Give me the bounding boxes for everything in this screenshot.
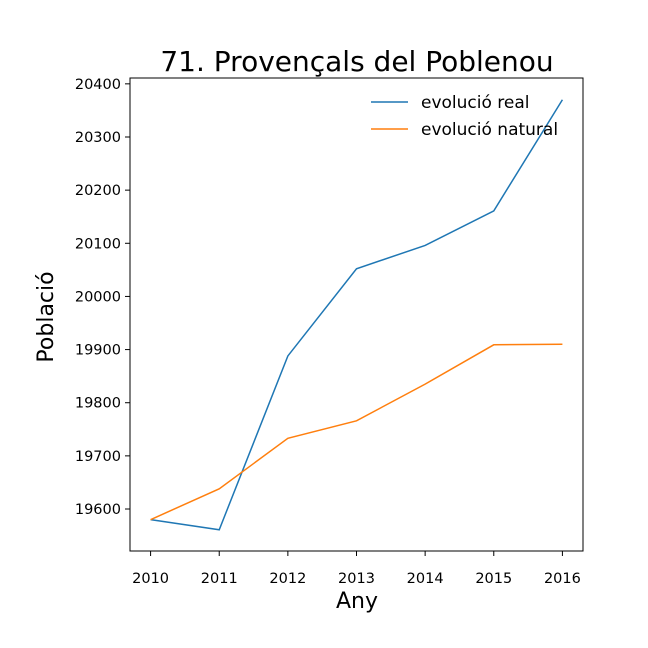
y-tick-label: 19800 bbox=[75, 396, 121, 412]
y-tick-label: 20300 bbox=[75, 130, 121, 146]
x-tick-label: 2014 bbox=[407, 571, 444, 587]
series-lines bbox=[150, 99, 564, 531]
x-tick-label: 2015 bbox=[475, 571, 512, 587]
axis-ticks: 2010 2011 2012 2013 2014 2015 2016 19600 19700 19… bbox=[75, 77, 581, 587]
y-tick-label: 20200 bbox=[75, 183, 121, 199]
plot-frame bbox=[129, 77, 584, 552]
y-tick-label: 20000 bbox=[75, 289, 121, 305]
x-tick-label: 2013 bbox=[338, 571, 375, 587]
series-line-1 bbox=[150, 343, 563, 521]
y-tick-label: 19600 bbox=[75, 502, 121, 518]
chart-title: 71. Provençals del Poblenou bbox=[160, 45, 553, 78]
y-tick-label: 20400 bbox=[75, 77, 121, 93]
plot-area bbox=[129, 77, 584, 552]
x-tick-label: 2011 bbox=[201, 571, 238, 587]
legend-label-0: evolució real bbox=[421, 93, 530, 113]
legend: evolució real evolució natural bbox=[371, 93, 558, 140]
legend-label-1: evolució natural bbox=[421, 120, 558, 140]
series-line-0 bbox=[150, 99, 564, 531]
y-tick-label: 20100 bbox=[75, 236, 121, 252]
x-tick-label: 2016 bbox=[544, 571, 581, 587]
y-tick-label: 19700 bbox=[75, 449, 121, 465]
y-tick-label: 19900 bbox=[75, 343, 121, 359]
x-tick-label: 2012 bbox=[269, 571, 306, 587]
x-tick-label: 2010 bbox=[132, 571, 169, 587]
x-axis-label: Any bbox=[336, 589, 378, 614]
y-axis-label: Població bbox=[34, 271, 59, 362]
